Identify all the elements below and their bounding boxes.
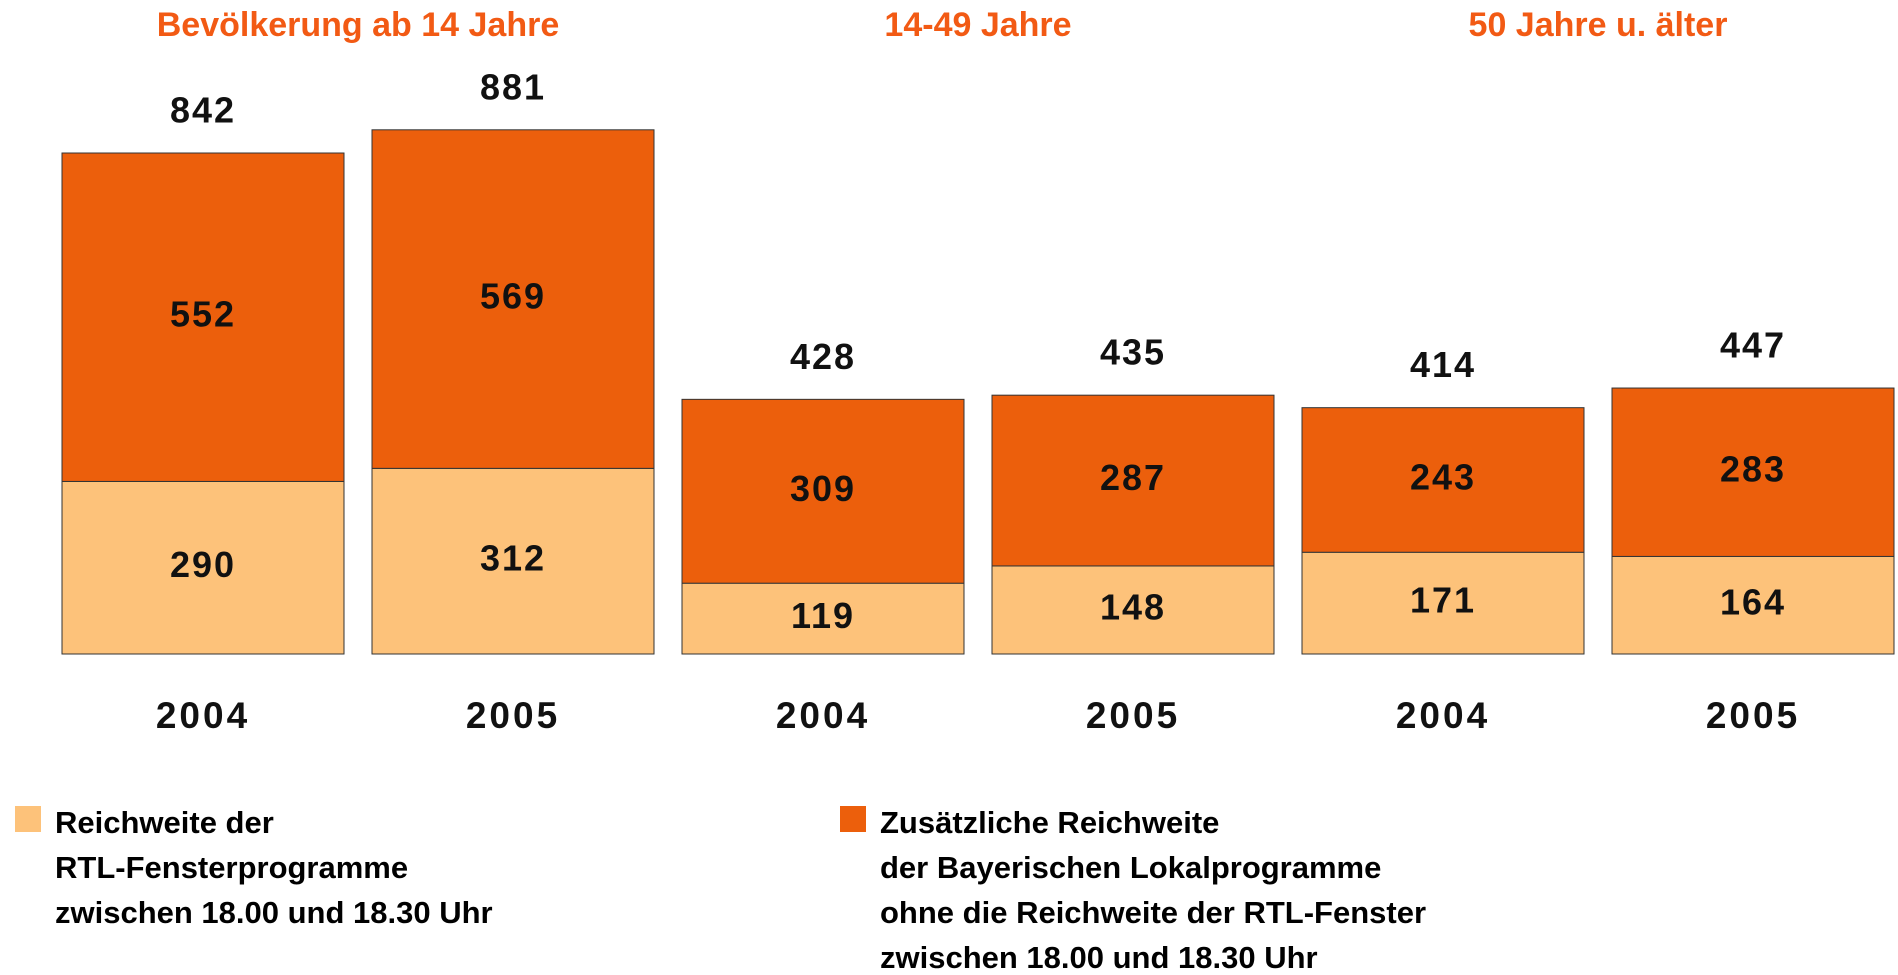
value-label: 243 xyxy=(1410,456,1476,497)
bar-segment xyxy=(991,394,1275,567)
bar-segment xyxy=(681,582,965,655)
bar-segment xyxy=(371,129,655,469)
x-tick-label: 2004 xyxy=(776,695,870,736)
value-label: 119 xyxy=(791,595,855,636)
x-tick-label: 2005 xyxy=(1706,695,1800,736)
value-label: 148 xyxy=(1100,586,1166,627)
group-title: Bevölkerung ab 14 Jahre xyxy=(157,6,560,44)
x-tick-label: 2005 xyxy=(466,695,560,736)
total-label: 428 xyxy=(790,336,856,377)
bar-segment xyxy=(1301,407,1585,553)
chart: Bevölkerung ab 14 Jahre 14-49 Jahre 50 Jah… xyxy=(61,6,1895,736)
legend-item: Zusätzliche Reichweite der Bayerischen L… xyxy=(840,800,1426,975)
legend-swatch xyxy=(15,806,41,832)
x-tick-label: 2005 xyxy=(1086,695,1180,736)
total-label: 447 xyxy=(1720,325,1786,366)
legend-item: Reichweite der RTL-Fensterprogramme zwis… xyxy=(15,800,493,935)
legend-label: Reichweite der RTL-Fensterprogramme zwis… xyxy=(55,805,493,930)
bar-segment xyxy=(1611,387,1895,557)
x-tick-label: 2004 xyxy=(156,695,250,736)
value-label: 164 xyxy=(1720,582,1786,623)
legend-label: Zusätzliche Reichweite der Bayerischen L… xyxy=(880,805,1427,975)
bar-segment xyxy=(1301,551,1585,655)
value-label: 287 xyxy=(1100,457,1166,498)
value-label: 290 xyxy=(170,544,236,585)
x-tick-label: 2004 xyxy=(1396,695,1490,736)
group-title: 50 Jahre u. älter xyxy=(1469,6,1728,44)
total-label: 414 xyxy=(1410,344,1476,385)
value-label: 283 xyxy=(1720,449,1786,490)
total-label: 842 xyxy=(170,90,236,131)
total-label: 881 xyxy=(480,66,546,107)
bar-segment xyxy=(681,398,965,584)
value-label: 569 xyxy=(480,276,546,317)
value-label: 309 xyxy=(790,468,856,509)
bar-segment xyxy=(991,565,1275,655)
value-label: 171 xyxy=(1410,580,1476,621)
bar-segment xyxy=(61,480,345,655)
legend-swatch xyxy=(840,806,866,832)
group-title: 14-49 Jahre xyxy=(884,6,1071,44)
bar-segment xyxy=(1611,555,1895,655)
value-label: 312 xyxy=(480,538,546,579)
bar-segment xyxy=(61,152,345,482)
value-label: 552 xyxy=(170,294,236,335)
total-label: 435 xyxy=(1100,332,1166,373)
